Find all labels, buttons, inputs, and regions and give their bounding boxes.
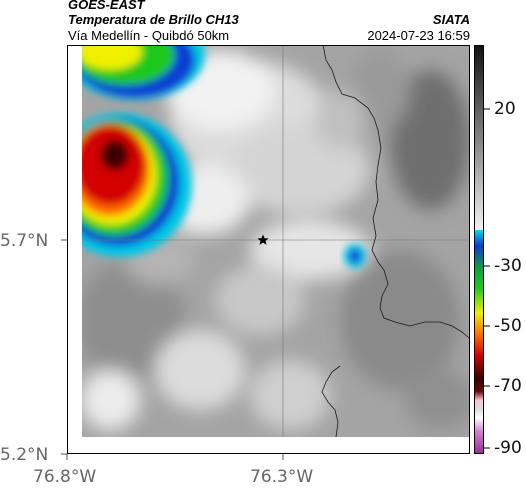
star-marker (257, 234, 269, 245)
lon-label-76.8: 76.8°W (33, 467, 97, 487)
lat-label-5.7: 5.7°N (0, 231, 49, 251)
colorbar-label-20: 20 (494, 99, 516, 119)
satellite-name: GOES-EAST (68, 0, 145, 12)
colorbar-label-minus70: -70 (494, 376, 522, 396)
timestamp: 2024-07-23 16:59 (367, 28, 470, 43)
department-border-south (321, 365, 341, 437)
brand-label: SIATA (432, 12, 470, 27)
region-subtitle: Vía Medellín - Quibdó 50km (68, 28, 230, 43)
colorbar-label-minus30: -30 (494, 256, 522, 276)
colorbar (474, 45, 490, 454)
colorbar-label-minus90: -90 (494, 438, 522, 458)
map-frame (67, 45, 470, 454)
product-title: Temperatura de Brillo CH13 (68, 12, 239, 27)
lat-label-5.2: 5.2°N (0, 445, 49, 465)
lon-label-76.3: 76.3°W (250, 467, 314, 487)
colorbar-label-minus50: -50 (494, 316, 522, 336)
department-border (322, 45, 469, 339)
satellite-image (82, 45, 469, 437)
